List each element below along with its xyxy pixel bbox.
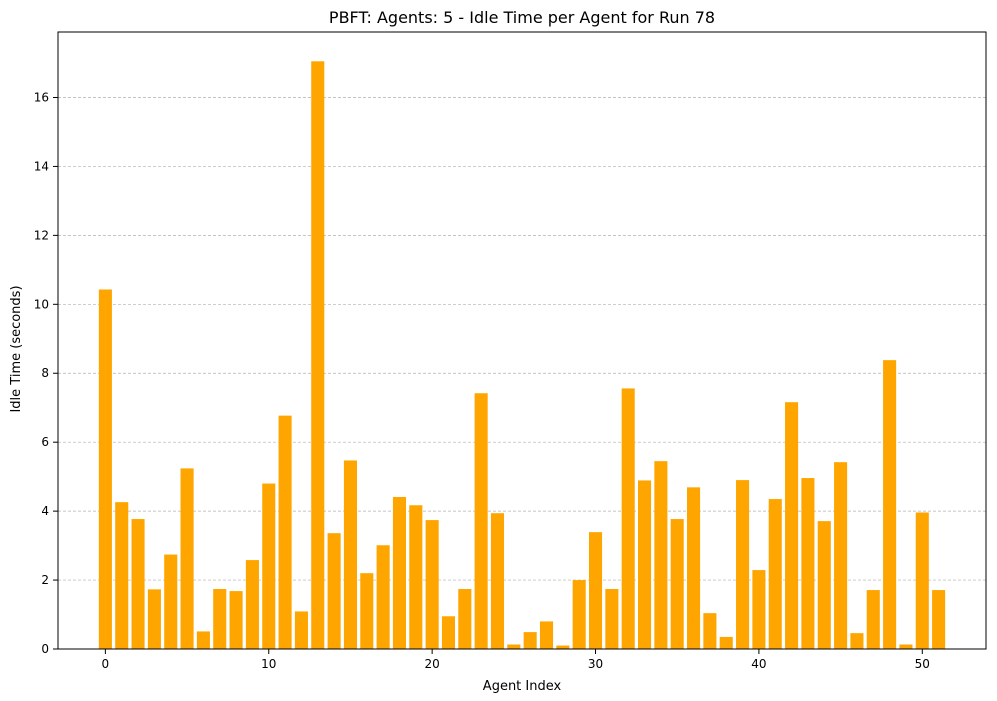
bar-agent-3 — [147, 589, 161, 649]
bar-agent-42 — [785, 402, 799, 649]
y-tick-label: 0 — [41, 642, 49, 656]
bar-agent-26 — [523, 632, 537, 649]
bar-agent-49 — [899, 644, 913, 649]
y-tick-label: 16 — [34, 90, 49, 104]
bar-agent-2 — [131, 519, 145, 649]
x-axis-ticks: 0 10 20 30 40 50 — [102, 649, 930, 671]
bar-agent-43 — [801, 478, 815, 649]
bar-agent-34 — [654, 461, 668, 649]
bar-agent-18 — [392, 496, 406, 649]
y-tick-label: 10 — [34, 297, 49, 311]
bar-agent-8 — [229, 591, 243, 649]
bar-agent-19 — [409, 505, 423, 649]
bar-agent-51 — [932, 590, 946, 649]
x-tick-label: 10 — [261, 657, 276, 671]
x-tick-label: 30 — [588, 657, 603, 671]
bar-agent-9 — [245, 560, 259, 649]
bar-agent-31 — [605, 589, 619, 649]
bar-agent-22 — [458, 589, 472, 649]
bar-agent-37 — [703, 613, 717, 649]
y-tick-label: 6 — [41, 435, 49, 449]
bar-agent-41 — [768, 499, 782, 649]
bar-agent-35 — [670, 519, 684, 649]
bar-agent-12 — [294, 611, 308, 649]
bar-agent-36 — [687, 487, 701, 649]
bar-agent-48 — [883, 360, 897, 649]
bar-agent-10 — [262, 483, 276, 649]
bar-agent-21 — [441, 616, 456, 649]
bar-agent-6 — [196, 631, 210, 649]
bar-agent-46 — [850, 633, 864, 649]
bar-agent-7 — [213, 589, 227, 649]
bar-agent-20 — [425, 520, 439, 649]
y-axis-label: Idle Time (seconds) — [9, 285, 24, 412]
bar-agent-44 — [817, 521, 831, 649]
chart-title: PBFT: Agents: 5 - Idle Time per Agent fo… — [329, 8, 715, 27]
bar-agent-14 — [327, 533, 341, 649]
bar-agent-38 — [719, 636, 733, 649]
bar-agent-28 — [556, 645, 570, 649]
bar-agent-23 — [474, 393, 488, 649]
y-tick-label: 4 — [41, 504, 49, 518]
bar-agent-4 — [164, 554, 178, 649]
y-tick-label: 8 — [41, 366, 49, 380]
bar-agent-50 — [915, 512, 929, 649]
bars — [98, 61, 946, 649]
bar-agent-5 — [180, 468, 194, 649]
y-tick-label: 12 — [34, 228, 49, 242]
bar-agent-24 — [490, 513, 505, 649]
bar-agent-33 — [638, 480, 652, 649]
plot-frame — [57, 31, 987, 650]
bar-agent-13 — [311, 61, 325, 649]
bar-agent-16 — [360, 573, 374, 649]
x-tick-label: 0 — [102, 657, 110, 671]
bar-agent-1 — [115, 502, 129, 649]
y-tick-label: 2 — [41, 573, 49, 587]
bar-agent-0 — [98, 289, 112, 649]
y-tick-label: 14 — [34, 159, 49, 173]
bar-agent-15 — [343, 460, 357, 649]
x-tick-label: 40 — [751, 657, 766, 671]
x-tick-label: 50 — [915, 657, 930, 671]
bar-agent-17 — [376, 545, 390, 649]
bar-agent-40 — [752, 570, 766, 649]
bar-agent-45 — [834, 462, 848, 649]
bar-agent-11 — [278, 415, 292, 649]
bar-agent-39 — [736, 480, 750, 649]
bar-agent-32 — [621, 388, 635, 649]
bar-agent-29 — [572, 580, 586, 649]
bar-agent-27 — [539, 621, 554, 649]
bar-agent-25 — [507, 644, 521, 649]
bar-agent-47 — [866, 590, 880, 649]
x-axis-label: Agent Index — [483, 679, 562, 694]
x-tick-label: 20 — [425, 657, 440, 671]
y-axis-ticks: 0 2 4 6 8 10 12 14 16 — [34, 90, 58, 656]
bar-agent-30 — [588, 532, 603, 649]
